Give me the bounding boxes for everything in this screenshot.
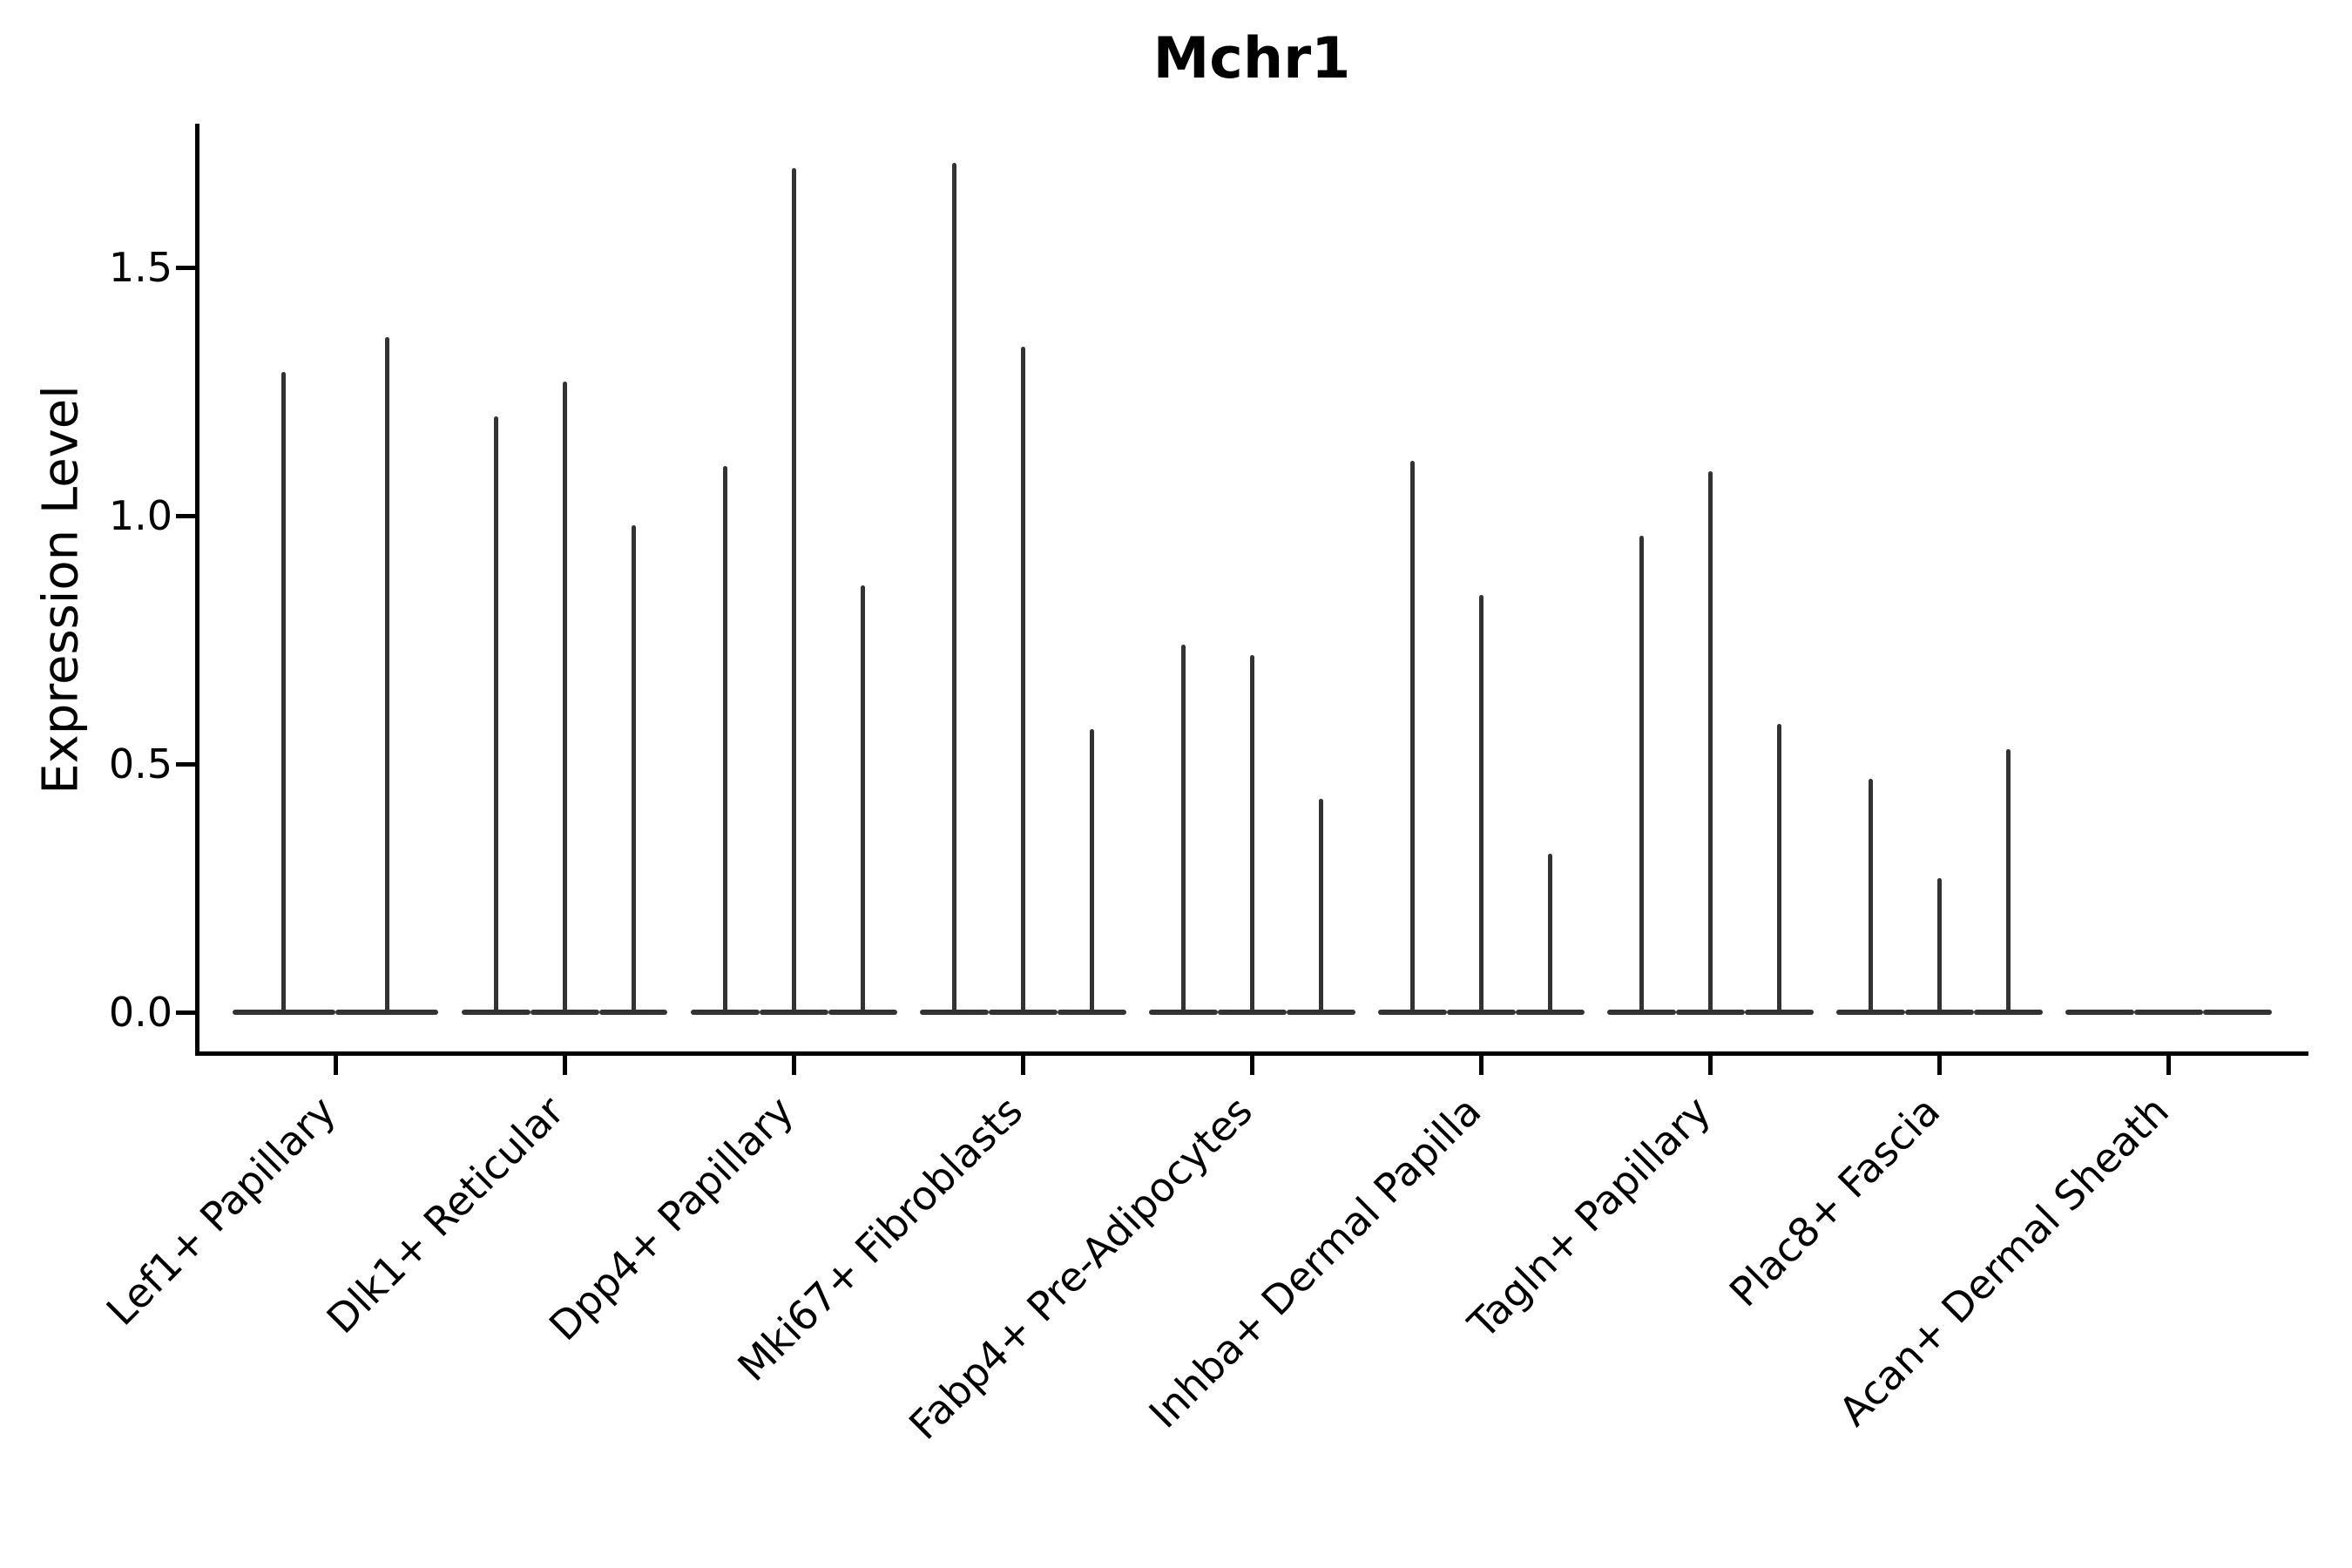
x-tick-mark bbox=[1479, 1056, 1484, 1075]
violin-baseline bbox=[1515, 1010, 1585, 1015]
violin-spike bbox=[951, 163, 956, 1012]
y-tick-mark bbox=[176, 1010, 195, 1015]
violin-baseline bbox=[1676, 1010, 1746, 1015]
violin-spike bbox=[493, 416, 498, 1012]
violin-baseline bbox=[1607, 1010, 1677, 1015]
violin-baseline bbox=[1378, 1010, 1448, 1015]
violin-baseline bbox=[2065, 1010, 2135, 1015]
violin-spike bbox=[562, 382, 567, 1012]
violin-baseline bbox=[1149, 1010, 1218, 1015]
violin-spike bbox=[1777, 724, 1782, 1012]
violin-spike bbox=[384, 336, 389, 1012]
y-tick-label: 1.0 bbox=[108, 492, 172, 539]
violin-spike bbox=[2006, 748, 2011, 1012]
violin-spike bbox=[1479, 595, 1484, 1012]
x-tick-mark bbox=[333, 1056, 338, 1075]
x-tick-label: Tagln+ Papillary bbox=[1458, 1087, 1720, 1348]
violin-spike bbox=[1410, 461, 1416, 1012]
violin-spike bbox=[860, 585, 865, 1012]
violin-spike bbox=[1249, 654, 1254, 1012]
violin-baseline bbox=[988, 1010, 1058, 1015]
y-axis-label: Expression Level bbox=[32, 385, 90, 794]
violin-baseline bbox=[690, 1010, 760, 1015]
violin-spike bbox=[281, 371, 287, 1012]
violin-spike bbox=[631, 525, 636, 1012]
violin-spike bbox=[1318, 798, 1323, 1012]
y-tick-mark bbox=[176, 265, 195, 270]
y-tick-label: 1.5 bbox=[108, 244, 172, 291]
x-axis-spine bbox=[195, 1051, 2308, 1056]
violin-baseline bbox=[1286, 1010, 1355, 1015]
violin-spike bbox=[1547, 853, 1552, 1012]
violin-spike bbox=[1708, 470, 1713, 1012]
y-tick-label: 0.0 bbox=[108, 989, 172, 1036]
x-tick-label: Dpp4+ Papillary bbox=[540, 1087, 803, 1350]
violin-baseline bbox=[1974, 1010, 2044, 1015]
violin-spike bbox=[1869, 779, 1874, 1012]
violin-baseline bbox=[1217, 1010, 1287, 1015]
x-tick-label: Plac8+ Fascia bbox=[1720, 1087, 1949, 1316]
violin-baseline bbox=[1905, 1010, 1975, 1015]
y-axis-spine bbox=[195, 124, 199, 1056]
violin-baseline bbox=[919, 1010, 989, 1015]
violin-baseline bbox=[828, 1010, 897, 1015]
violin-baseline bbox=[1836, 1010, 1906, 1015]
x-tick-mark bbox=[2166, 1056, 2172, 1075]
x-tick-label: Lef1+ Papillary bbox=[97, 1087, 345, 1335]
violin-spike bbox=[1089, 729, 1094, 1012]
violin-baseline bbox=[335, 1010, 439, 1015]
violin-spike bbox=[1180, 645, 1186, 1012]
x-tick-mark bbox=[1020, 1056, 1025, 1075]
violin-baseline bbox=[232, 1010, 335, 1015]
violin-spike bbox=[791, 168, 796, 1012]
x-tick-mark bbox=[1937, 1056, 1943, 1075]
violin-baseline bbox=[759, 1010, 828, 1015]
violin-spike bbox=[1639, 535, 1645, 1012]
x-tick-mark bbox=[1708, 1056, 1713, 1075]
violin-baseline bbox=[598, 1010, 668, 1015]
violin-spike bbox=[722, 466, 727, 1012]
violin-spike bbox=[1020, 347, 1025, 1012]
violin-baseline bbox=[1447, 1010, 1516, 1015]
y-tick-mark bbox=[176, 761, 195, 767]
x-tick-label: Dlk1+ Reticular bbox=[318, 1087, 574, 1343]
violin-baseline bbox=[1057, 1010, 1126, 1015]
y-tick-mark bbox=[176, 513, 195, 518]
violin-baseline bbox=[461, 1010, 531, 1015]
x-tick-mark bbox=[1249, 1056, 1254, 1075]
violin-baseline bbox=[2203, 1010, 2273, 1015]
violin-baseline bbox=[2134, 1010, 2204, 1015]
violin-spike bbox=[1937, 878, 1943, 1012]
x-tick-mark bbox=[791, 1056, 796, 1075]
x-tick-mark bbox=[562, 1056, 567, 1075]
violin-baseline bbox=[1745, 1010, 1814, 1015]
y-tick-label: 0.5 bbox=[108, 740, 172, 787]
chart-title: Mchr1 bbox=[1152, 26, 1351, 91]
violin-baseline bbox=[530, 1010, 599, 1015]
